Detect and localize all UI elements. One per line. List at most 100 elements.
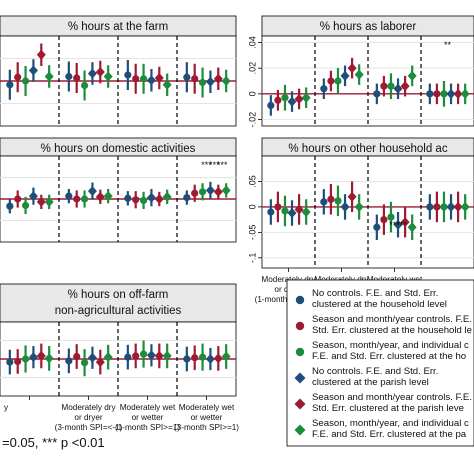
coef-point bbox=[21, 355, 30, 363]
x-tick-label: Moderately dry bbox=[314, 275, 369, 284]
legend-marker bbox=[294, 372, 306, 384]
x-tick-label: Moderately wet bbox=[120, 403, 176, 412]
panel-title: % hours on off-farm bbox=[68, 289, 169, 301]
significance-stars: *** bbox=[217, 160, 228, 170]
legend-marker bbox=[294, 398, 306, 410]
coef-point bbox=[213, 73, 223, 84]
coef-point bbox=[380, 82, 388, 90]
coef-point bbox=[44, 71, 54, 82]
coef-point bbox=[446, 88, 456, 99]
coef-point bbox=[274, 203, 282, 211]
panel-header bbox=[0, 283, 237, 323]
x-tick-label: Moderately dry bbox=[261, 275, 316, 284]
coef-point bbox=[103, 191, 113, 202]
x-tick-label: Moderately wet bbox=[367, 275, 423, 284]
coef-point bbox=[21, 201, 30, 210]
coef-point bbox=[287, 96, 297, 107]
y-tick-label: -.1 bbox=[247, 253, 257, 264]
coef-point bbox=[281, 207, 289, 215]
coef-point bbox=[274, 96, 282, 104]
y-tick-label: 0 bbox=[247, 204, 257, 209]
coef-point bbox=[191, 354, 199, 362]
y-tick-label: .04 bbox=[247, 36, 257, 49]
coef-point bbox=[146, 75, 156, 86]
panel-title: % hours as laborer bbox=[320, 21, 417, 33]
legend-marker bbox=[294, 424, 306, 436]
significance-stars: ** bbox=[444, 40, 452, 50]
panels: % hours at the farm % hours as laborer .04… bbox=[0, 15, 474, 432]
significance-stars: *** bbox=[389, 220, 400, 230]
coef-point bbox=[426, 203, 434, 211]
legend-label: No controls. F.E. and Std. Err. bbox=[312, 366, 438, 377]
coef-point bbox=[294, 94, 304, 104]
x-tick-label: or dryer bbox=[74, 413, 102, 422]
coef-point bbox=[6, 358, 14, 366]
coef-point bbox=[146, 192, 156, 203]
coef-point bbox=[205, 76, 215, 87]
x-tick-label: (3-month SPI>=1) bbox=[174, 423, 239, 432]
coef-point bbox=[320, 85, 328, 93]
coef-point bbox=[65, 357, 73, 365]
panel-4: % hours on other household ac .05 0 -.05 -.1… bbox=[247, 137, 474, 304]
coef-point bbox=[65, 192, 73, 200]
coef-point bbox=[340, 201, 350, 212]
coef-point bbox=[139, 350, 148, 358]
legend: No controls. F.E. and Std. Err.clustered… bbox=[286, 279, 474, 447]
coef-point bbox=[87, 352, 97, 363]
coef-point bbox=[87, 68, 97, 79]
legend-label: Std. Err. clustered at the parish leve bbox=[312, 403, 464, 414]
coef-point bbox=[446, 201, 456, 212]
coef-point bbox=[354, 201, 364, 212]
coef-point bbox=[440, 203, 448, 211]
coef-point bbox=[198, 353, 207, 361]
coef-point bbox=[334, 197, 342, 205]
legend-label: No controls. F.E. and Std. Err. bbox=[312, 288, 438, 299]
x-tick-label: Moderately wet bbox=[179, 403, 235, 412]
coef-point bbox=[460, 88, 470, 99]
x-tick-label: or wetter bbox=[132, 413, 164, 422]
coef-point bbox=[183, 355, 191, 363]
coef-point bbox=[347, 191, 357, 202]
coef-point bbox=[205, 354, 215, 364]
coef-point bbox=[154, 73, 164, 83]
coef-point bbox=[393, 83, 403, 94]
coef-point bbox=[191, 75, 199, 83]
coef-point bbox=[373, 223, 381, 231]
coef-point bbox=[460, 201, 470, 212]
coef-point bbox=[453, 88, 463, 99]
coef-point bbox=[373, 90, 381, 98]
significance-stars: *** bbox=[396, 220, 407, 230]
panel-title: % hours at the farm bbox=[68, 21, 168, 33]
panel-2: % hours as laborer .04 .02 0 -.02 ** bbox=[247, 15, 474, 128]
x-tick-label: (1-month SPI>=1) bbox=[115, 423, 180, 432]
coef-point bbox=[183, 193, 191, 202]
coef-point bbox=[14, 195, 22, 203]
coef-point bbox=[95, 191, 105, 202]
coef-point bbox=[124, 194, 132, 202]
coef-point bbox=[28, 352, 38, 363]
coef-point bbox=[221, 76, 231, 86]
coef-point bbox=[6, 202, 14, 210]
coef-point bbox=[14, 73, 22, 81]
coef-point bbox=[103, 352, 113, 363]
legend-label: Season and month/year controls. F.E. bbox=[312, 392, 472, 403]
legend-label: Season, month/year, and individual c bbox=[312, 340, 469, 351]
legend-marker bbox=[295, 321, 305, 331]
panel-title: % hours on domestic activities bbox=[41, 143, 196, 155]
coef-point bbox=[453, 201, 463, 212]
coef-point bbox=[301, 207, 311, 217]
coef-point bbox=[132, 352, 140, 360]
y-tick-label: .05 bbox=[247, 175, 257, 188]
coef-point bbox=[407, 222, 417, 233]
coef-point bbox=[281, 94, 289, 102]
coef-point bbox=[340, 70, 350, 81]
coef-point bbox=[407, 70, 417, 81]
coef-point bbox=[139, 75, 148, 83]
coef-point bbox=[267, 208, 275, 216]
coef-point bbox=[132, 196, 140, 204]
y-tick-label: -.02 bbox=[247, 112, 257, 128]
coef-point bbox=[221, 351, 231, 362]
coef-point bbox=[440, 90, 448, 98]
coef-point bbox=[287, 208, 297, 219]
significance-stars: *** bbox=[209, 160, 220, 170]
